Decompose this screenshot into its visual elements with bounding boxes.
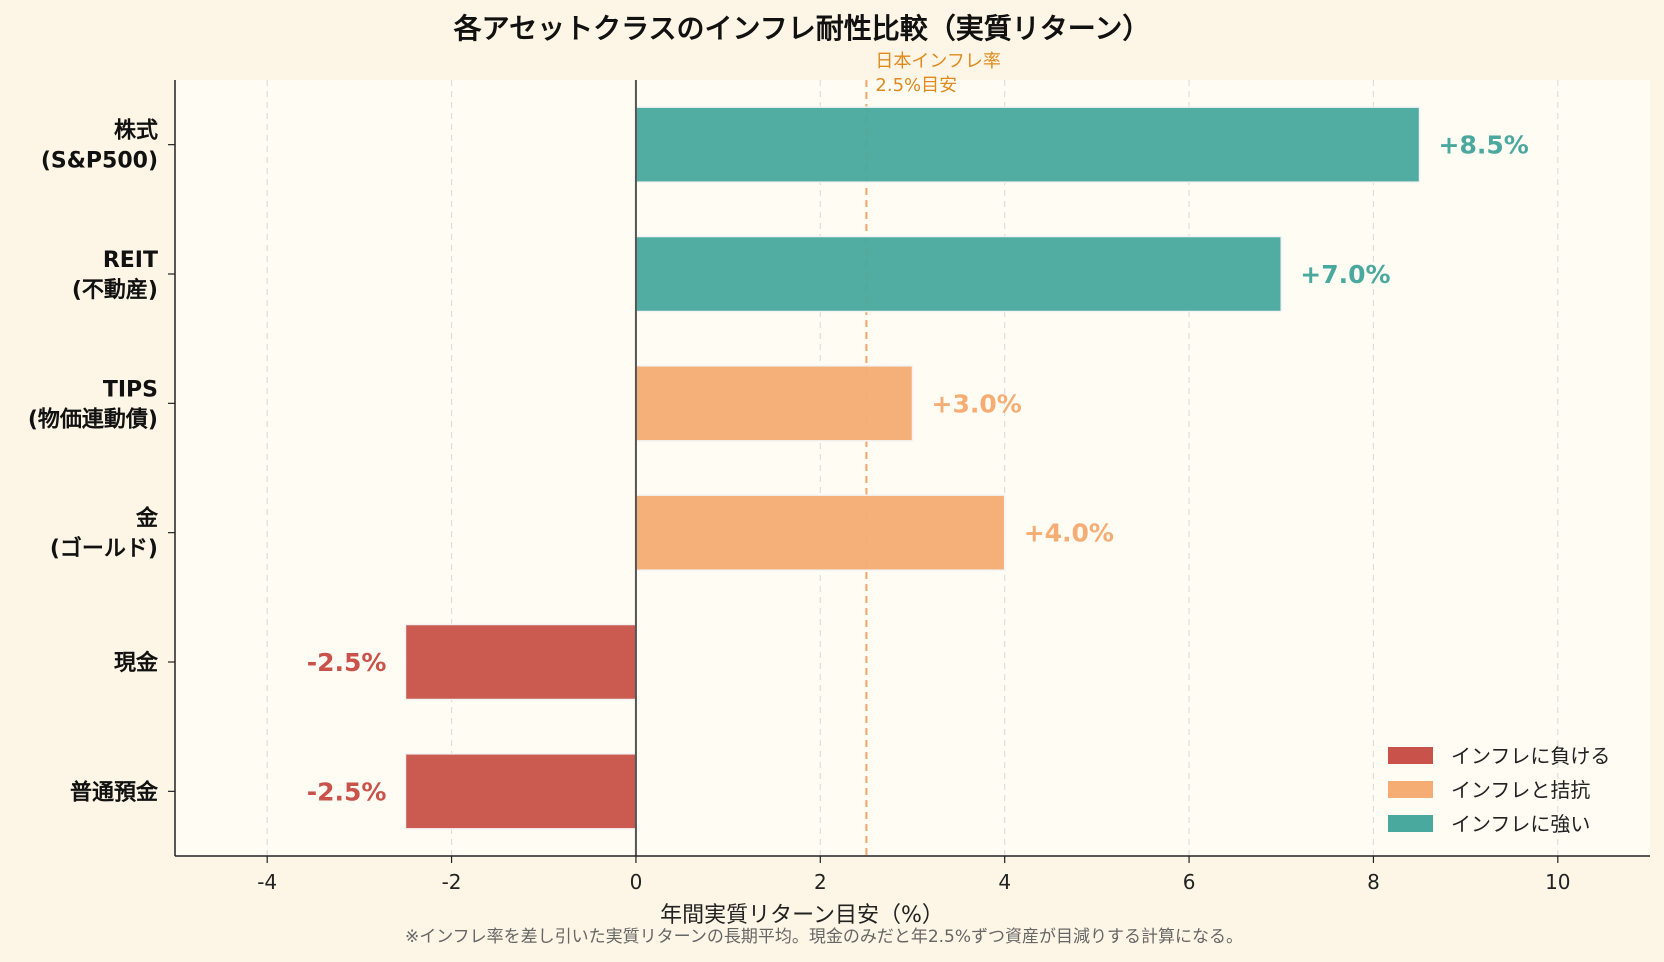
category-label: 金	[135, 506, 159, 532]
category-label: (不動産)	[72, 277, 158, 303]
axes	[174, 80, 1650, 857]
bar	[635, 235, 1282, 313]
bar	[404, 623, 637, 701]
x-ticks: -4 -2 0 2 4 6 8 10	[257, 856, 1571, 894]
value-label: -2.5%	[307, 777, 387, 806]
value-label: -2.5%	[307, 648, 387, 677]
x-tick-label: -2	[442, 870, 462, 894]
value-label: +8.5%	[1439, 131, 1529, 160]
legend-swatch	[1388, 815, 1433, 832]
legend-label: インフレと拮抗	[1451, 778, 1590, 802]
category-label: (物価連動債)	[28, 406, 158, 432]
x-tick-label: 10	[1545, 870, 1570, 894]
category-label: 普通預金	[70, 779, 159, 805]
x-tick-label: 4	[998, 870, 1011, 894]
value-label: +4.0%	[1024, 519, 1114, 548]
y-labels: 株式 (S&P500) REIT (不動産) TIPS (物価連動債) 金 (ゴールド) 現金普…	[28, 119, 175, 805]
category-label: (S&P500)	[41, 149, 158, 174]
footnote: ※インフレ率を差し引いた実質リターンの長期平均。現金のみだと年2.5%ずつ資産が…	[405, 927, 1243, 947]
chart-title: 各アセットクラスのインフレ耐性比較（実質リターン）	[453, 12, 1151, 45]
legend-swatch	[1388, 781, 1433, 798]
category-label: (ゴールド)	[50, 536, 158, 562]
x-tick-label: 8	[1367, 870, 1380, 894]
x-axis-label: 年間実質リターン目安（%）	[660, 903, 944, 928]
legend-label: インフレに強い	[1451, 812, 1590, 836]
category-label: REIT	[103, 248, 158, 273]
reference-line: 日本インフレ率 2.5%目安	[865, 51, 1001, 856]
x-tick-label: 2	[814, 870, 827, 894]
legend-label: インフレに負ける	[1451, 744, 1610, 768]
category-label: TIPS	[103, 377, 158, 402]
category-label: 株式	[114, 119, 158, 144]
legend-swatch	[1388, 747, 1433, 764]
bar	[635, 365, 914, 442]
x-tick-label: 0	[630, 870, 643, 894]
reference-line-label: 日本インフレ率	[875, 51, 1000, 72]
reference-line-label: 2.5%目安	[875, 75, 957, 96]
bar	[404, 753, 637, 830]
value-label: +7.0%	[1300, 260, 1390, 289]
bar	[635, 106, 1421, 183]
value-labels: +8.5% +7.0% +3.0% +4.0% -2.5% -2.5%	[307, 131, 1529, 807]
plot-area	[175, 80, 1650, 856]
category-label: 現金	[114, 650, 159, 676]
bars	[404, 106, 1421, 830]
bar	[635, 494, 1006, 571]
x-tick-label: -4	[257, 870, 277, 894]
value-label: +3.0%	[932, 389, 1022, 418]
x-tick-label: 6	[1183, 870, 1196, 894]
